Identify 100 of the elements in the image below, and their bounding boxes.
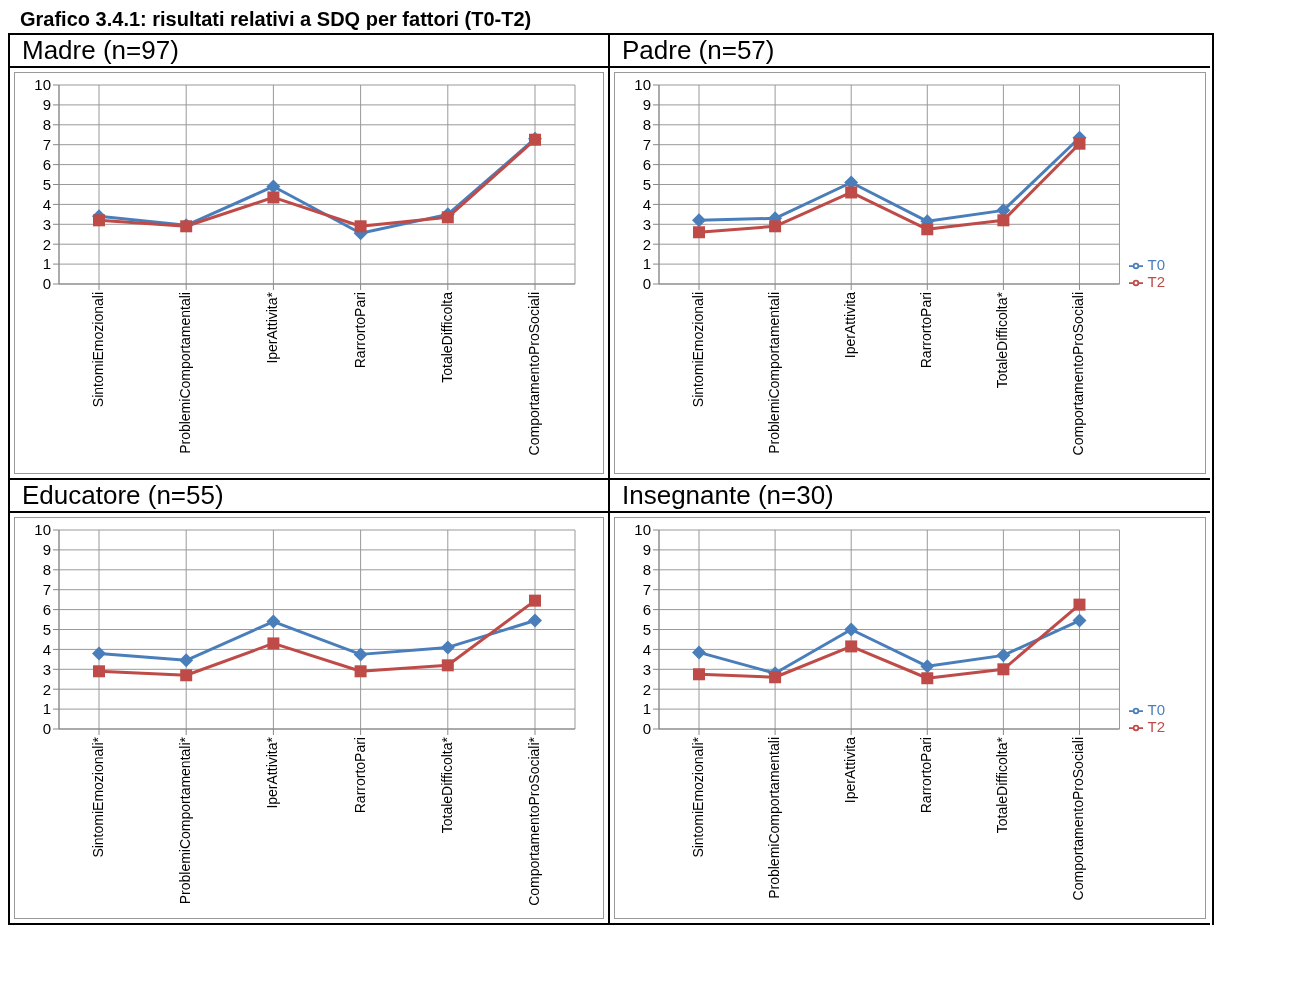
y-tick-label: 1 [642, 255, 651, 273]
point [844, 622, 859, 637]
x-tick-label: SintomiEmozionali* [689, 736, 706, 858]
x-tick-label: ProblemiComportamentali [766, 292, 783, 454]
x-tick-label: SintomiEmozionali* [89, 736, 106, 858]
x-tick-label: ProblemiComportamentali* [177, 736, 194, 905]
y-tick-label: 10 [34, 76, 51, 94]
y-tick-label: 8 [642, 561, 651, 579]
x-tick-label: RarrortoPari [918, 292, 935, 369]
y-tick-label: 5 [642, 175, 651, 193]
legend-label: T2 [1147, 273, 1165, 290]
point [692, 645, 706, 660]
y-tick-label: 7 [42, 136, 51, 154]
point [440, 640, 455, 655]
y-tick-label: 5 [42, 620, 51, 638]
point [1073, 137, 1086, 150]
y-tick-label: 8 [642, 116, 651, 134]
y-tick-label: 7 [642, 581, 651, 599]
y-tick-label: 6 [42, 600, 51, 618]
legend-label: T0 [1147, 700, 1165, 718]
point [92, 646, 106, 661]
x-tick-label: TotaleDifficolta* [438, 736, 455, 834]
y-tick-label: 0 [42, 720, 51, 738]
y-tick-label: 5 [642, 620, 651, 638]
y-tick-label: 9 [642, 96, 651, 114]
y-tick-label: 7 [642, 136, 651, 154]
y-tick-label: 6 [642, 155, 651, 173]
point [266, 614, 281, 629]
point [920, 659, 935, 674]
y-tick-label: 4 [642, 195, 651, 213]
y-tick-label: 9 [42, 541, 51, 559]
x-tick-label: ProblemiComportamentali [177, 292, 194, 454]
y-tick-label: 3 [642, 215, 651, 233]
point [441, 211, 454, 224]
point [997, 663, 1010, 676]
y-tick-label: 10 [634, 521, 651, 539]
y-tick-label: 1 [642, 700, 651, 718]
y-tick-label: 4 [42, 195, 51, 213]
point [921, 672, 934, 685]
point [845, 640, 858, 653]
point [692, 213, 706, 228]
x-tick-label: ComportamentoProSociali* [525, 736, 542, 906]
point [353, 647, 368, 662]
point [996, 648, 1011, 663]
y-tick-label: 3 [42, 215, 51, 233]
point [921, 223, 934, 236]
point [1073, 598, 1086, 611]
y-tick-label: 8 [42, 561, 51, 579]
point [528, 613, 542, 628]
point [693, 226, 705, 239]
point [354, 665, 367, 678]
y-tick-label: 9 [642, 541, 651, 559]
y-tick-label: 4 [42, 640, 51, 658]
x-tick-label: RarrortoPari [351, 292, 368, 369]
y-tick-label: 4 [642, 640, 651, 658]
y-tick-label: 2 [642, 680, 651, 698]
x-tick-label: SintomiEmozionali [689, 292, 706, 408]
point [354, 220, 367, 233]
chart-title: Educatore (n=55) [10, 480, 608, 513]
point [845, 186, 858, 199]
point [180, 669, 193, 682]
point [267, 637, 280, 650]
y-tick-label: 1 [42, 255, 51, 273]
x-tick-label: TotaleDifficolta* [994, 736, 1011, 834]
x-tick-label: TotaleDifficolta* [994, 291, 1011, 389]
x-tick-label: ComportamentoProSociali [525, 292, 542, 456]
point [441, 659, 454, 672]
y-tick-label: 3 [42, 660, 51, 678]
point [179, 653, 194, 668]
y-tick-label: 0 [642, 720, 651, 738]
point [93, 665, 105, 678]
point [769, 671, 782, 684]
x-tick-label: ProblemiComportamentali [766, 737, 783, 899]
x-tick-label: ComportamentoProSociali [1070, 737, 1087, 901]
y-tick-label: 7 [42, 581, 51, 599]
text: Grafico 3.4.1: risultati relativi a SDQ per fattori (T0-T2) [20, 8, 533, 31]
chart-title: Padre (n=57) [610, 35, 1210, 68]
point [769, 220, 782, 233]
y-tick-label: 0 [642, 275, 651, 293]
y-tick-label: 6 [42, 155, 51, 173]
y-tick-label: 2 [42, 680, 51, 698]
point [693, 668, 705, 681]
y-tick-label: 10 [34, 521, 51, 539]
point [93, 214, 105, 227]
x-tick-label: TotaleDifficolta [438, 291, 455, 383]
point [997, 214, 1010, 227]
point [266, 179, 281, 194]
y-tick-label: 9 [42, 96, 51, 114]
y-tick-label: 0 [42, 275, 51, 293]
y-tick-label: 5 [42, 175, 51, 193]
x-tick-label: IperAttivita [842, 736, 859, 804]
y-tick-label: 1 [42, 700, 51, 718]
x-tick-label: RarrortoPari [351, 737, 368, 814]
x-tick-label: SintomiEmozionali [89, 292, 106, 408]
x-tick-label: IperAttivita* [264, 736, 281, 809]
y-tick-label: 10 [634, 76, 651, 94]
point [267, 191, 280, 204]
chart-title: Insegnante (n=30) [610, 480, 1210, 513]
legend-label: T2 [1147, 718, 1165, 735]
legend-label: T0 [1147, 255, 1165, 273]
